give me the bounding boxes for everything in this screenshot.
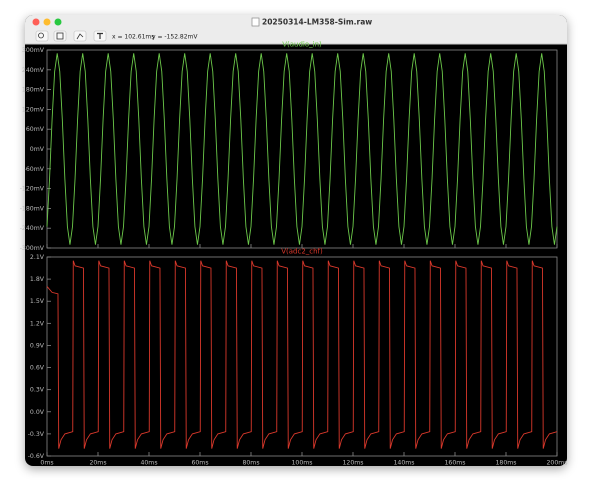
y-tick-label: -300mV [20, 245, 45, 252]
cursor-x: x = 102.61ms [112, 34, 154, 41]
x-tick-label: 60ms [191, 460, 208, 467]
icon [97, 32, 103, 39]
x-tick-label: 120ms [342, 460, 363, 467]
trace-label: V(audio_in) [282, 41, 322, 49]
icon [56, 32, 64, 40]
y-tick-label: 0.6V [30, 365, 45, 372]
y-tick-label: 60mV [26, 126, 45, 133]
cursor-y: y = -152.82mV [152, 34, 198, 41]
y-tick-label: -60mV [24, 166, 45, 173]
x-tick-label: 100ms [291, 460, 312, 467]
y-tick-label: 300mV [22, 47, 45, 54]
trace [46, 53, 558, 245]
zoom-button[interactable] [54, 18, 62, 26]
y-tick-label: -180mV [20, 205, 45, 212]
window-title: 20250314-LM358-Sim.raw [262, 18, 372, 27]
trace-label: V(adc2_chf) [281, 248, 323, 256]
y-tick-label: 0mV [30, 146, 45, 153]
y-tick-label: 0.3V [30, 387, 45, 394]
y-tick-label: -120mV [20, 186, 45, 193]
title-toolbar-bg [25, 15, 567, 44]
y-tick-label: 120mV [22, 106, 45, 113]
x-tick-label: 20ms [89, 460, 106, 467]
window [25, 15, 567, 466]
x-tick-label: 0ms [40, 460, 53, 467]
trace [46, 260, 558, 449]
toolbar-buttons [35, 30, 107, 42]
icon [76, 33, 84, 40]
y-tick-label: 1.2V [30, 320, 45, 327]
y-tick-label: -0.6V [28, 453, 45, 460]
y-tick-label: 0.9V [30, 342, 45, 349]
y-tick-label: -0.3V [28, 431, 45, 438]
y-tick-label: -240mV [20, 225, 45, 232]
y-tick-label: 1.5V [30, 298, 45, 305]
y-tick-label: 1.8V [30, 276, 45, 283]
x-tick-label: 80ms [242, 460, 259, 467]
x-tick-label: 180ms [495, 460, 516, 467]
x-tick-label: 200ms [546, 460, 567, 467]
icon [38, 32, 44, 39]
autorange-tool[interactable] [73, 30, 87, 42]
x-tick-label: 40ms [140, 460, 157, 467]
y-tick-label: 240mV [22, 67, 45, 74]
minimize-button[interactable] [43, 18, 51, 26]
file-icon [251, 17, 260, 27]
zoom-tool[interactable] [35, 30, 49, 42]
close-button[interactable] [32, 18, 40, 26]
y-tick-label: 180mV [22, 87, 45, 94]
fit-tool[interactable] [53, 30, 67, 42]
y-tick-label: 0.0V [30, 409, 45, 416]
x-tick-label: 140ms [393, 460, 414, 467]
x-tick-label: 160ms [444, 460, 465, 467]
y-tick-label: 2.1V [30, 254, 45, 261]
